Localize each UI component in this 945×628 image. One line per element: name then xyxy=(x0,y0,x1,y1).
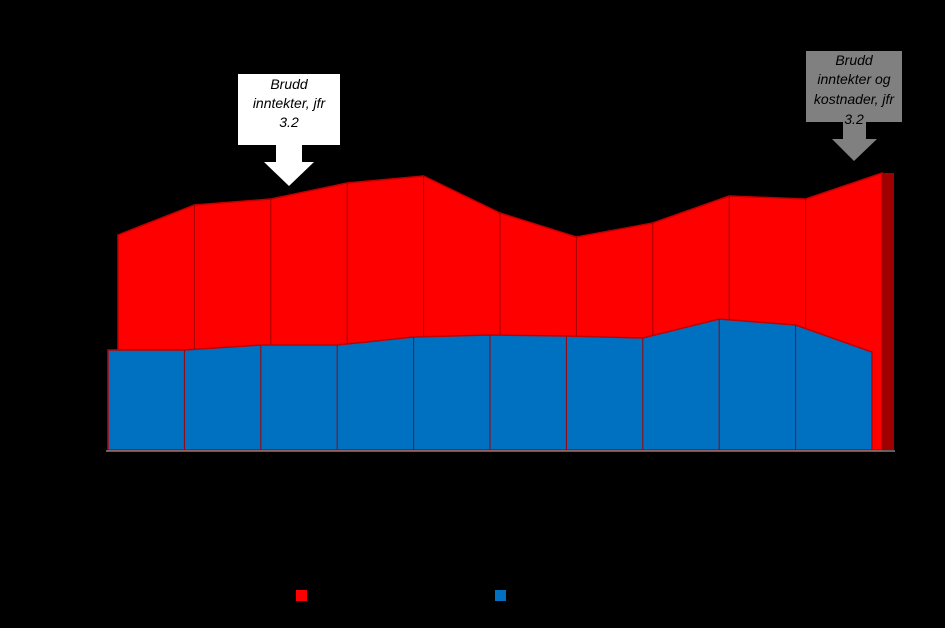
annotation-text: 3.2 xyxy=(844,111,864,127)
annotation: Brudd inntekter og kostnader, jfr 3.2 xyxy=(806,51,902,161)
annotation-text: inntekter og xyxy=(817,71,890,87)
annotation-text: Brudd xyxy=(835,52,874,68)
side xyxy=(882,173,894,450)
legend-swatch xyxy=(296,590,307,601)
annotation: Brudd inntekter, jfr 3.2 xyxy=(238,74,340,186)
annotation-box xyxy=(238,74,340,145)
annotation-text: 3.2 xyxy=(279,114,299,130)
annotation-text: kostnader, jfr xyxy=(814,91,895,107)
annotation-box xyxy=(806,51,902,122)
plot-area xyxy=(106,171,895,452)
annotation-text: Brudd xyxy=(270,76,309,92)
annotation-text: inntekter, jfr xyxy=(253,95,327,111)
legend-swatch xyxy=(495,590,506,601)
annotation-arrow xyxy=(832,122,877,161)
annotation-arrow xyxy=(264,145,314,186)
